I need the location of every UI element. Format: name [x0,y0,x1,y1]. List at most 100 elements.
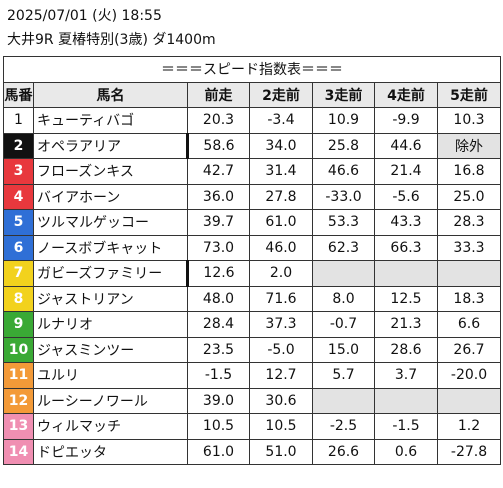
speed-index-value: 10.5 [187,413,250,440]
table-row: 10 ジャスミンツー 23.5 -5.0 15.0 28.6 26.7 [3,336,502,363]
speed-index-value: 28.4 [187,311,250,338]
table-row: 3 フローズンキス 42.7 31.4 46.6 21.4 16.8 [3,158,502,185]
speed-index-value: 28.6 [374,336,438,363]
speed-index-value: -5.6 [374,183,438,210]
speed-index-value: 44.6 [374,132,438,159]
horse-number: 12 [3,387,34,414]
column-header: 3走前 [312,81,375,108]
speed-index-value: 26.7 [436,336,502,363]
speed-index-sheet: 2025/07/01 (火) 18:55 大井9R 夏椿特別(3歳) ダ1400… [3,3,500,485]
speed-index-value: 33.3 [436,234,502,261]
speed-index-value: 53.3 [312,209,375,236]
speed-index-table: ＝＝＝スピード指数表＝＝＝ 馬番 馬名 前走 2走前 3走前 4走前 5走前 1… [2,56,502,465]
speed-index-value: -33.0 [312,183,375,210]
horse-number: 2 [3,132,34,159]
speed-index-value: 27.8 [249,183,313,210]
column-header: 馬名 [33,81,188,108]
speed-index-value: 5.7 [312,362,375,389]
speed-index-value [374,260,438,287]
speed-index-value: 43.3 [374,209,438,236]
horse-name: ルーシーノワール [33,387,188,414]
speed-index-value [374,387,438,414]
speed-index-value: 10.3 [436,107,502,134]
horse-number: 6 [3,234,34,261]
table-row: 14 ドピエッタ 61.0 51.0 26.6 0.6 -27.8 [3,438,502,465]
horse-name: ユルリ [33,362,188,389]
speed-index-value: 25.8 [312,132,375,159]
horse-number: 3 [3,158,34,185]
speed-index-value: 2.0 [249,260,313,287]
speed-index-value: 51.0 [249,438,313,465]
speed-index-value: -2.5 [312,413,375,440]
table-row: 8 ジャストリアン 48.0 71.6 8.0 12.5 18.3 [3,285,502,312]
horse-number: 11 [3,362,34,389]
horse-number: 10 [3,336,34,363]
speed-index-value: 28.3 [436,209,502,236]
speed-index-value: 61.0 [249,209,313,236]
horse-name: ツルマルゲッコー [33,209,188,236]
speed-index-value [436,260,502,287]
table-row: 9 ルナリオ 28.4 37.3 -0.7 21.3 6.6 [3,311,502,338]
speed-index-value: 6.6 [436,311,502,338]
horse-name: ガビーズファミリー [33,260,189,287]
speed-index-value: 46.6 [312,158,375,185]
speed-index-value: 16.8 [436,158,502,185]
table-row: 7 ガビーズファミリー 12.6 2.0 [3,260,502,287]
horse-number: 5 [3,209,34,236]
speed-index-value: -27.8 [436,438,502,465]
horse-name: キューティバゴ [33,107,188,134]
speed-index-value: 73.0 [187,234,250,261]
table-row: 13 ウィルマッチ 10.5 10.5 -2.5 -1.5 1.2 [3,413,502,440]
horse-number: 13 [3,413,34,440]
speed-index-value: 26.6 [312,438,375,465]
horse-name: ジャスミンツー [33,336,188,363]
speed-index-value: 42.7 [187,158,250,185]
column-header: 4走前 [374,81,438,108]
table-title: ＝＝＝スピード指数表＝＝＝ [2,56,502,83]
horse-name: ジャストリアン [33,285,188,312]
speed-index-value: 39.7 [187,209,250,236]
column-header: 馬番 [3,81,34,108]
speed-index-value: 8.0 [312,285,375,312]
speed-index-value: 12.5 [374,285,438,312]
horse-number: 9 [3,311,34,338]
table-row: 1 キューティバゴ 20.3 -3.4 10.9 -9.9 10.3 [3,107,502,134]
speed-index-value [436,387,502,414]
speed-index-value: 15.0 [312,336,375,363]
column-header: 5走前 [436,81,502,108]
horse-number: 4 [3,183,34,210]
speed-index-value: 31.4 [249,158,313,185]
speed-index-value: 10.5 [249,413,313,440]
column-header: 前走 [187,81,250,108]
speed-index-value: 58.6 [187,132,250,159]
race-info-line: 大井9R 夏椿特別(3歳) ダ1400m [7,32,216,48]
speed-index-value: 66.3 [374,234,438,261]
speed-index-value: 21.4 [374,158,438,185]
horse-name: オペラアリア [33,132,189,159]
speed-index-value: 36.0 [187,183,250,210]
horse-name: ウィルマッチ [33,413,188,440]
column-header: 2走前 [249,81,313,108]
speed-index-value: 0.6 [374,438,438,465]
table-row: 11 ユルリ -1.5 12.7 5.7 3.7 -20.0 [3,362,502,389]
speed-index-value: 46.0 [249,234,313,261]
horse-number: 14 [3,438,34,465]
speed-index-value: -1.5 [187,362,250,389]
table-row: 6 ノースボブキャット 73.0 46.0 62.3 66.3 33.3 [3,234,502,261]
speed-index-value: 除外 [436,132,502,159]
speed-index-value: 12.7 [249,362,313,389]
horse-name: バイアホーン [33,183,188,210]
horse-name: ノースボブキャット [33,234,188,261]
speed-index-value: 25.0 [436,183,502,210]
table-row: 5 ツルマルゲッコー 39.7 61.0 53.3 43.3 28.3 [3,209,502,236]
speed-index-value: 20.3 [187,107,250,134]
speed-index-value: -20.0 [436,362,502,389]
speed-index-value: 21.3 [374,311,438,338]
speed-index-value: 10.9 [312,107,375,134]
horse-number: 1 [3,107,34,134]
horse-name: フローズンキス [33,158,188,185]
speed-index-value: 1.2 [436,413,502,440]
speed-index-value: -5.0 [249,336,313,363]
speed-index-value: 34.0 [249,132,313,159]
speed-index-value [312,260,375,287]
